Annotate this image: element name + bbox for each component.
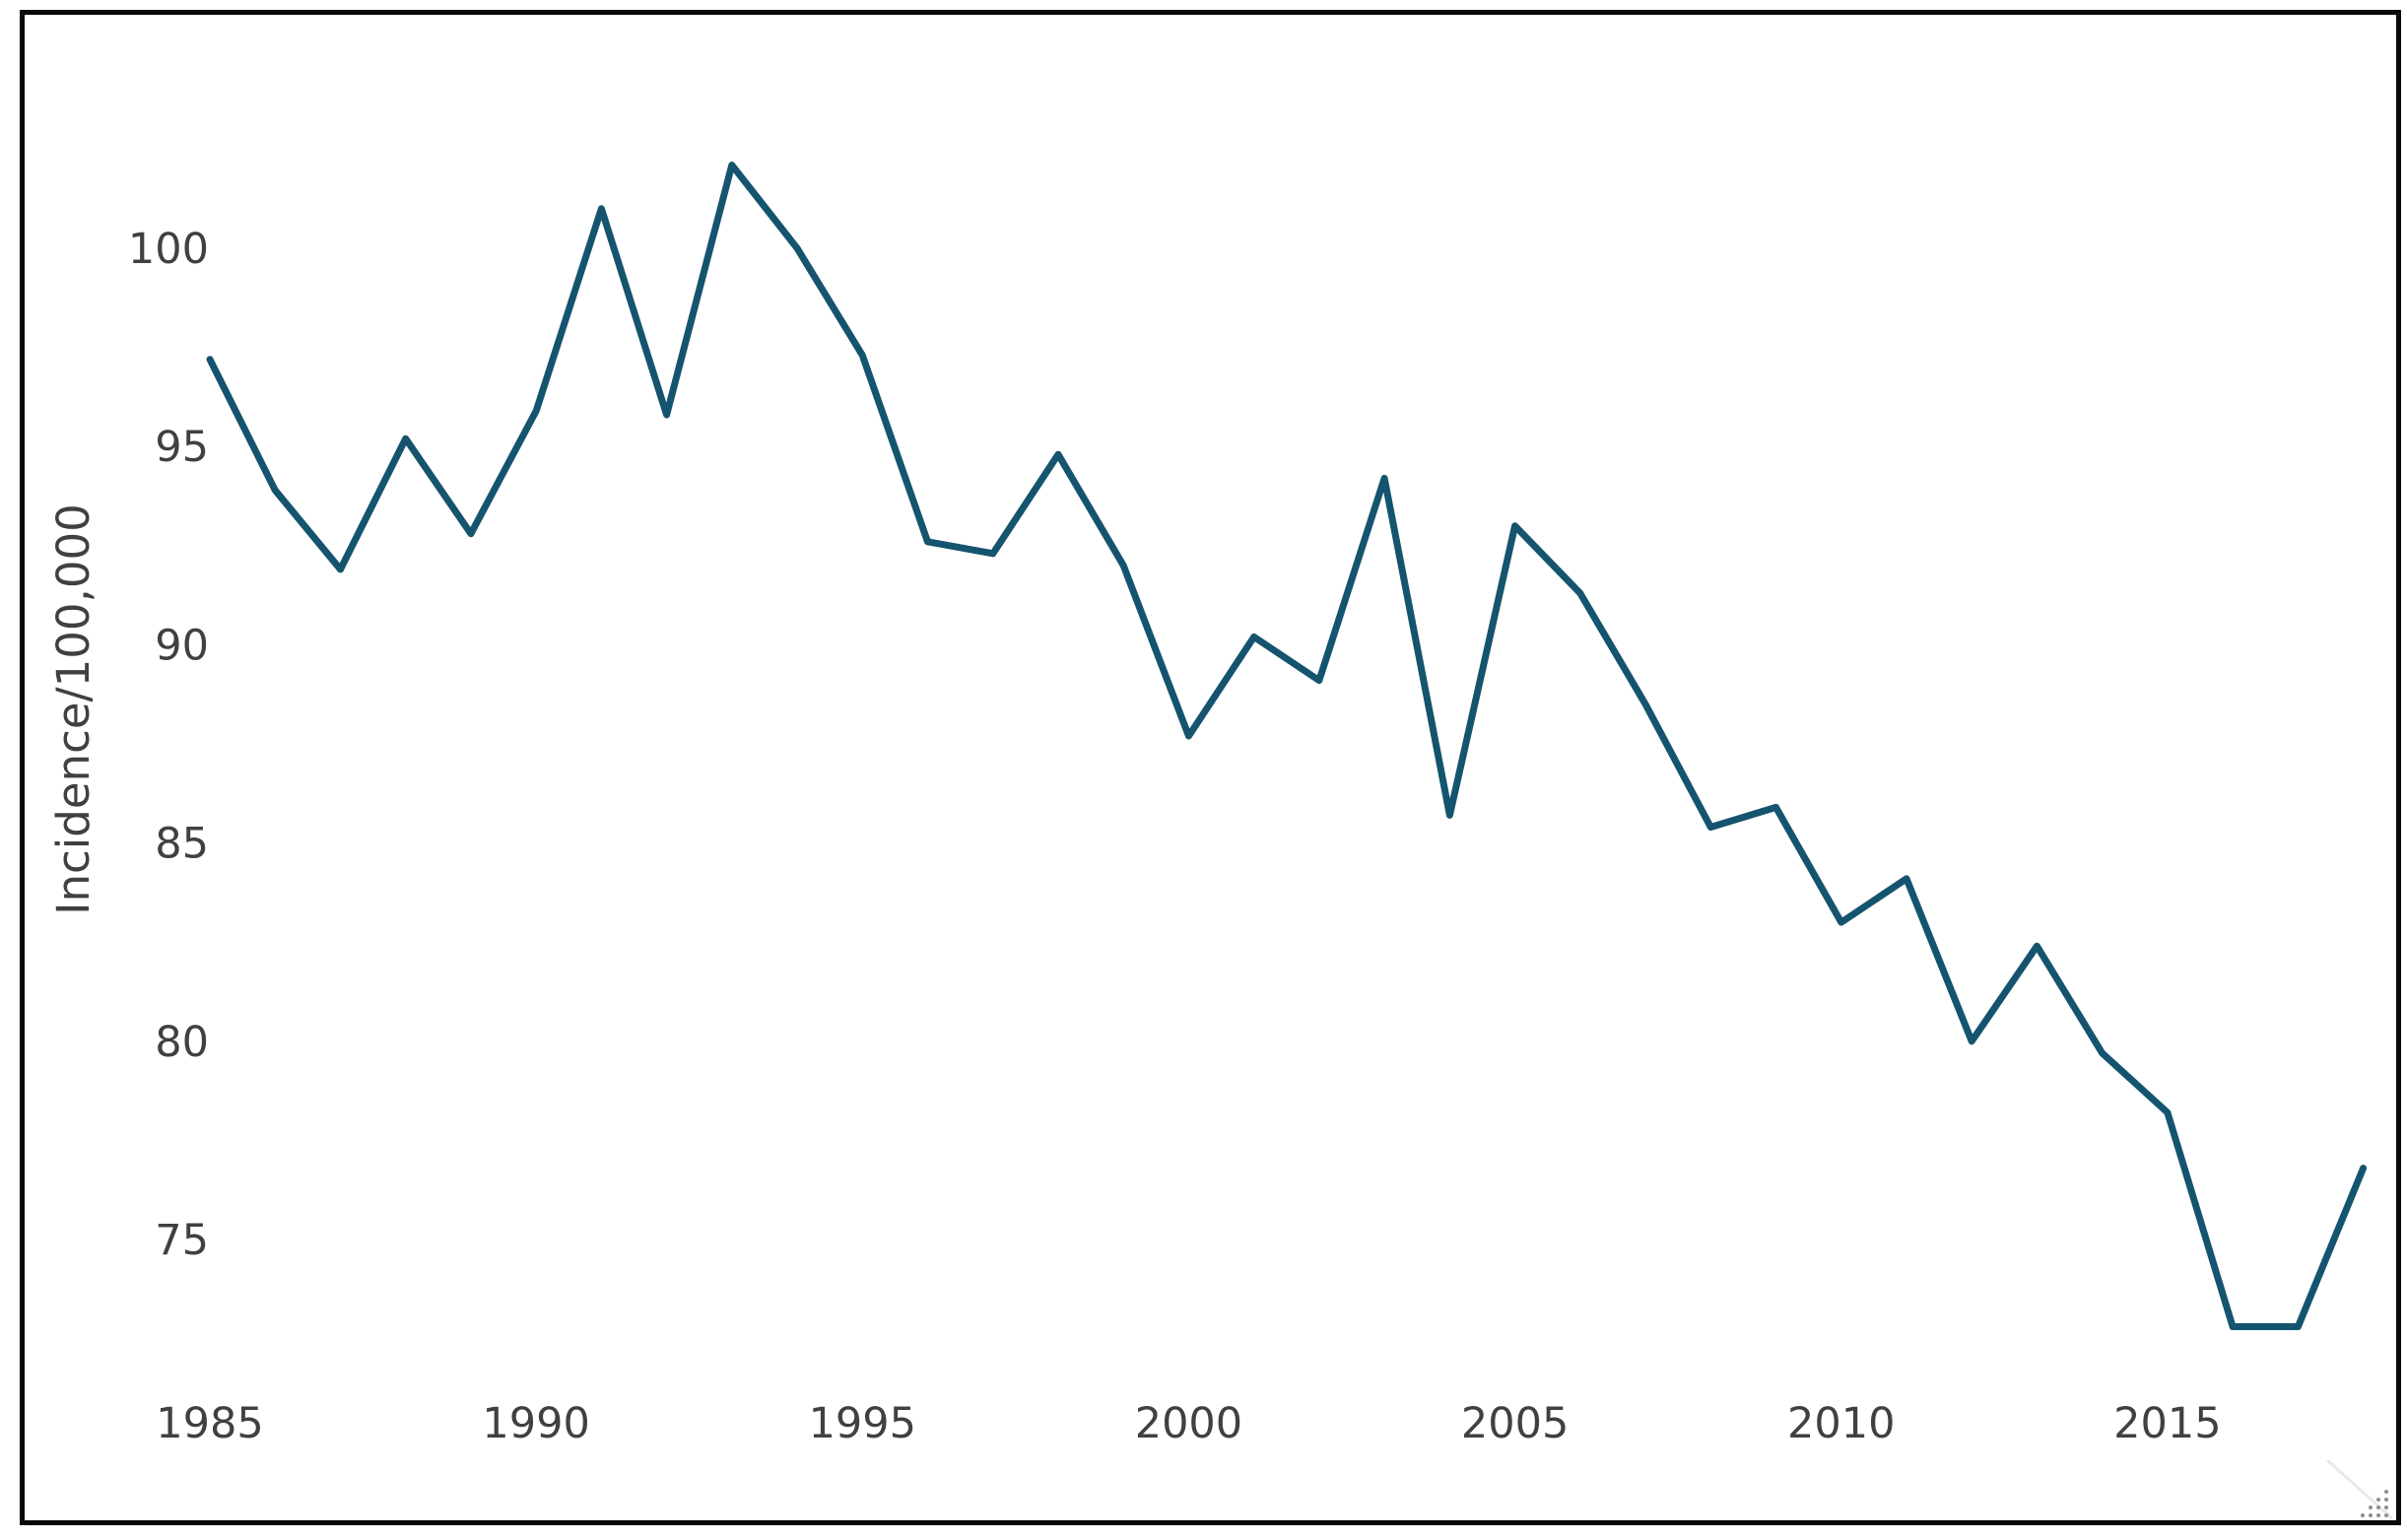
incidence-series-line — [206, 162, 2368, 1330]
grip-dot — [2384, 1490, 2388, 1494]
x-axis-tick-labels: 1985 1990 1995 2000 2005 2010 2015 — [156, 1399, 2221, 1448]
grip-dot — [2361, 1513, 2365, 1517]
x-tick-label: 1990 — [482, 1399, 589, 1448]
y-tick-label: 75 — [155, 1216, 209, 1265]
grip-dot — [2376, 1513, 2380, 1517]
y-tick-label: 95 — [155, 423, 209, 472]
y-axis-title: Incidence/100,000 — [47, 503, 100, 914]
x-tick-label: 2010 — [1787, 1399, 1895, 1448]
grip-dot — [2384, 1506, 2388, 1509]
x-tick-label: 1995 — [809, 1399, 916, 1448]
x-tick-label: 2000 — [1135, 1399, 1242, 1448]
y-axis-tick-labels: 75 80 85 90 95 100 — [128, 225, 209, 1265]
resize-handle-dots[interactable] — [2361, 1490, 2388, 1517]
y-tick-label: 100 — [128, 225, 209, 274]
y-tick-label: 80 — [155, 1018, 209, 1067]
grip-dot — [2369, 1513, 2373, 1517]
y-tick-label: 85 — [155, 820, 209, 869]
grip-dot — [2376, 1506, 2380, 1509]
y-tick-label: 90 — [155, 621, 209, 670]
x-tick-label: 2005 — [1461, 1399, 1569, 1448]
x-tick-label: 2015 — [2113, 1399, 2221, 1448]
corner-diagonal-streak — [2326, 1458, 2393, 1520]
grip-dot — [2369, 1506, 2373, 1509]
x-tick-label: 1985 — [156, 1399, 263, 1448]
grip-dot — [2384, 1498, 2388, 1502]
grip-dot — [2376, 1498, 2380, 1502]
grip-dot — [2384, 1513, 2388, 1517]
chart-frame — [20, 10, 2401, 1525]
